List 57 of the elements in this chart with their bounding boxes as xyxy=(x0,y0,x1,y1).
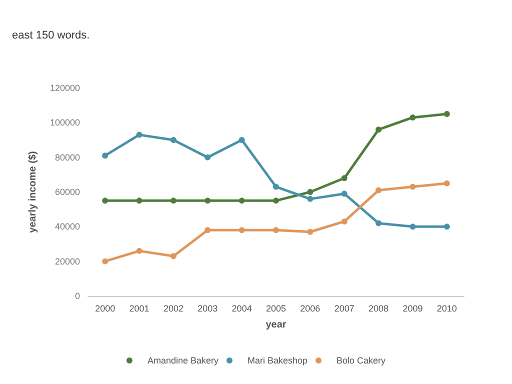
x-tick-label: 2001 xyxy=(129,304,150,314)
point xyxy=(341,218,348,224)
point xyxy=(341,190,348,197)
point xyxy=(341,175,348,182)
text: east 150 words. xyxy=(12,30,90,42)
point xyxy=(376,220,382,226)
point xyxy=(238,227,245,234)
point xyxy=(410,114,416,120)
x-axis-title: year xyxy=(266,320,286,330)
y-tick-label: 0 xyxy=(74,291,80,301)
point xyxy=(136,198,142,204)
point xyxy=(273,227,279,234)
point xyxy=(376,187,382,194)
x-tick-label: 2008 xyxy=(368,304,389,314)
point xyxy=(444,224,450,230)
point xyxy=(204,198,211,204)
x-tick-label: 2000 xyxy=(95,304,116,314)
point xyxy=(444,180,450,186)
point xyxy=(170,137,176,143)
legend-label: Amandine Bakery xyxy=(147,356,219,366)
point xyxy=(136,248,142,254)
point xyxy=(204,227,211,234)
x-tick-label: 2007 xyxy=(334,304,354,314)
y-tick-label: 20000 xyxy=(54,256,80,266)
x-tick-label: 2009 xyxy=(402,304,423,314)
point xyxy=(204,154,211,160)
point xyxy=(307,228,314,235)
point xyxy=(102,198,108,204)
point xyxy=(444,111,450,117)
x-tick-label: 2003 xyxy=(198,304,218,314)
point xyxy=(170,198,176,204)
point xyxy=(273,184,279,190)
x-tick-label: 2006 xyxy=(300,304,320,314)
x-tick-label: 2002 xyxy=(163,304,184,314)
y-tick-label: 60000 xyxy=(54,187,80,197)
y-tick-label: 40000 xyxy=(54,222,80,232)
legend-label: Mari Bakeshop xyxy=(247,356,308,366)
y-tick-label: 100000 xyxy=(50,118,80,128)
point xyxy=(410,224,416,230)
y-axis-title: yearly income ($) xyxy=(28,151,38,233)
point xyxy=(102,258,108,264)
y-tick-label: 120000 xyxy=(50,83,80,93)
point xyxy=(273,198,279,204)
point xyxy=(102,152,108,159)
point xyxy=(136,132,142,138)
y-tick-label: 80000 xyxy=(54,152,80,162)
point xyxy=(307,189,314,195)
point xyxy=(238,137,245,143)
legend-label: Bolo Cakery xyxy=(336,356,386,366)
point xyxy=(307,196,314,202)
point xyxy=(376,126,382,133)
point xyxy=(238,198,245,204)
point xyxy=(410,184,416,190)
x-tick-label: 2005 xyxy=(266,304,286,314)
point xyxy=(170,253,176,260)
x-tick-label: 2004 xyxy=(232,304,252,314)
x-tick-label: 2010 xyxy=(436,304,457,314)
